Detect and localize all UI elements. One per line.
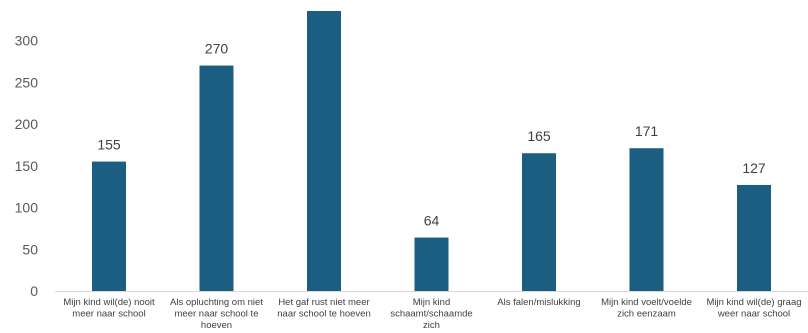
y-tick-label: 100 [15,200,39,216]
y-axis: 0 50 100 150 200 250 300 [15,33,39,300]
y-tick-label: 200 [15,116,39,132]
data-labels: 155 270 64 165 171 127 [97,41,766,229]
x-tick-label: Als falen/mislukking [497,297,580,308]
y-tick-label: 150 [15,158,39,174]
bar [414,237,449,291]
y-tick-label: 300 [15,33,39,49]
data-label: 64 [424,213,440,229]
x-tick-label: Mijn kind wil(de) nooit meer naar school [63,297,155,320]
bar [199,65,234,291]
bar [307,11,341,291]
x-tick-label: Het gaf rust niet meer naar school te hoe… [277,297,370,320]
y-tick-label: 50 [22,241,38,257]
x-tick-label: Mijn kind schaamt/schaamde zich [390,297,472,331]
bar [629,148,664,291]
data-label: 270 [205,41,229,57]
y-tick-label: 250 [15,74,39,90]
data-label: 165 [527,128,551,144]
bar [522,153,556,291]
data-label: 155 [97,137,121,153]
bar [92,161,126,291]
x-tick-label: Mijn kind wil(de) graag weer naar school [706,297,801,320]
data-label: 171 [635,123,659,139]
x-tick-label: Als opluchting om niet meer naar school t… [170,297,263,331]
x-tick-label: Mijn kind voelt/voelde zich eenzaam [601,297,692,320]
data-label: 127 [742,160,766,176]
x-axis: Mijn kind wil(de) nooit meer naar school A… [55,291,808,331]
bars [92,11,771,291]
bar [737,184,771,291]
y-tick-label: 0 [30,283,38,299]
